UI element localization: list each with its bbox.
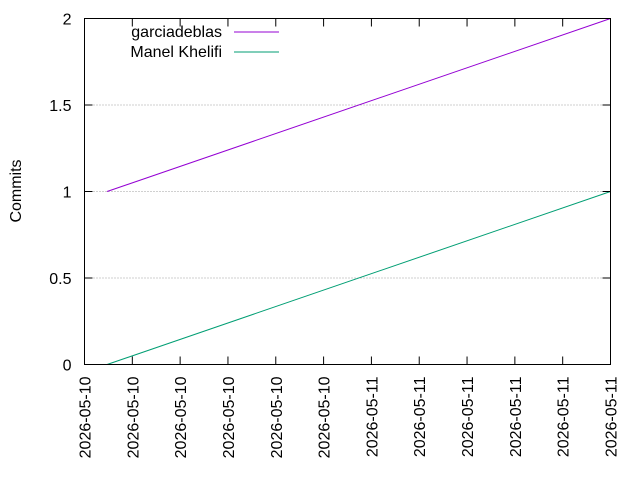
y-axis-label: Commits bbox=[8, 159, 25, 222]
x-tick-label: 2026-05-11 bbox=[460, 376, 477, 457]
x-tick-label: 2026-05-10 bbox=[173, 376, 190, 458]
x-tick-label: 2026-05-11 bbox=[412, 376, 429, 457]
x-tick-label: 2026-05-10 bbox=[269, 376, 286, 458]
series-line-manel-khelifi bbox=[106, 191, 611, 365]
gridlines bbox=[84, 104, 611, 279]
y-tick-label: 0 bbox=[63, 358, 72, 375]
x-tick-label: 2026-05-11 bbox=[364, 376, 381, 457]
x-axis-ticks: 2026-05-10 2026-05-10 2026-05-10 2026-05-10… bbox=[78, 18, 621, 458]
y-tick-label: 2 bbox=[63, 12, 72, 29]
x-tick-label: 2026-05-11 bbox=[604, 376, 621, 457]
series-lines bbox=[106, 18, 611, 365]
legend: garciadeblas Manel Khelifi bbox=[130, 24, 279, 61]
y-tick-label: 0.5 bbox=[49, 271, 71, 288]
x-tick-label: 2026-05-11 bbox=[556, 376, 573, 457]
x-tick-label: 2026-05-10 bbox=[317, 376, 334, 458]
y-tick-label: 1 bbox=[63, 185, 72, 202]
y-tick-label: 1.5 bbox=[49, 98, 71, 115]
x-tick-label: 2026-05-10 bbox=[125, 376, 142, 458]
y-axis-ticks: 0 0.5 1 1.5 2 bbox=[49, 12, 611, 375]
x-tick-label: 2026-05-10 bbox=[221, 376, 238, 458]
x-tick-label: 2026-05-10 bbox=[78, 376, 95, 458]
x-tick-label: 2026-05-11 bbox=[508, 376, 525, 457]
legend-label: garciadeblas bbox=[131, 24, 222, 41]
series-line-garciadeblas bbox=[106, 18, 611, 192]
legend-label: Manel Khelifi bbox=[130, 44, 222, 61]
